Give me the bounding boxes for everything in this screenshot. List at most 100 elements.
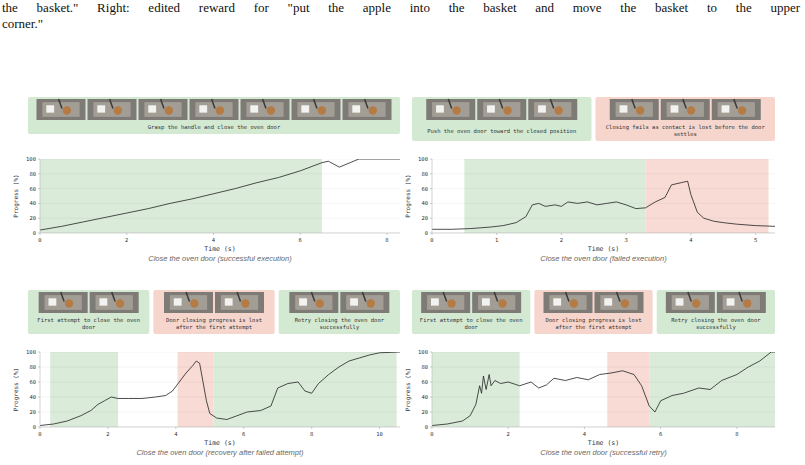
thumbnail-basket <box>687 106 695 114</box>
x-axis <box>432 427 775 428</box>
thumbnail <box>241 99 290 120</box>
y-tick-label: 80 <box>421 171 428 177</box>
x-tick-label: 1 <box>495 237 498 243</box>
y-tick-label: 100 <box>418 349 428 355</box>
grid-line <box>432 367 775 368</box>
y-tick <box>430 203 432 204</box>
thumbnail-bg <box>190 99 239 120</box>
thumbnail <box>90 292 139 313</box>
thumbnail-arm <box>688 292 691 301</box>
y-axis-title: Progress (%) <box>404 174 412 217</box>
y-tick <box>430 233 432 234</box>
stage-region <box>50 352 118 427</box>
x-tick <box>213 233 214 235</box>
x-axis-title: Time (s) <box>204 245 235 253</box>
thumbnail <box>88 99 137 120</box>
y-tick-label: 100 <box>26 349 36 355</box>
stage-label-line: First attempt to close the oven <box>37 317 140 324</box>
stage-box: First attempt to close the ovendoor <box>28 290 149 334</box>
y-tick <box>38 382 40 383</box>
x-axis <box>40 233 400 234</box>
progress-line <box>40 352 400 426</box>
y-tick <box>430 412 432 413</box>
x-tick <box>300 233 301 235</box>
x-tick-label: 0 <box>430 431 433 437</box>
grid-line <box>40 218 400 219</box>
thumbnail <box>37 99 86 120</box>
thumbnail-basket <box>692 299 700 307</box>
panel: Grasp the handle and close the oven door… <box>12 97 400 263</box>
thumbnail <box>289 292 338 313</box>
stage-box-bg <box>412 290 530 334</box>
y-tick-label: 100 <box>418 156 428 162</box>
y-tick <box>430 188 432 189</box>
thumbnail-basket <box>570 299 578 307</box>
stage-box-bg <box>28 290 149 334</box>
y-tick-label: 20 <box>29 409 36 415</box>
thumbnail-basket <box>318 106 326 114</box>
x-tick-label: 2 <box>106 431 109 437</box>
x-tick <box>508 427 509 429</box>
y-tick <box>38 159 40 160</box>
thumbnail-arm <box>632 99 635 108</box>
thumbnail-object <box>722 105 730 112</box>
x-tick-label: 0 <box>430 237 433 243</box>
x-tick <box>175 427 176 429</box>
x-tick-label: 10 <box>376 431 383 437</box>
y-axis <box>432 352 433 427</box>
thumbnail-bg <box>472 292 521 313</box>
x-tick <box>660 427 661 429</box>
x-tick <box>311 427 312 429</box>
stage-region <box>213 352 396 427</box>
thumbnail <box>544 292 593 313</box>
thumbnail <box>717 292 766 313</box>
thumbnail-bg <box>421 292 470 313</box>
thumbnail-arm <box>617 292 620 301</box>
y-tick-label: 40 <box>421 394 428 400</box>
y-axis <box>432 159 433 233</box>
thumbnail-basket <box>621 299 629 307</box>
thumbnail-arm <box>311 292 314 301</box>
thumbnail-bg <box>343 99 392 120</box>
thumbnail-basket <box>165 106 173 114</box>
thumbnail <box>472 292 521 313</box>
stage-label: Door closing progress is lostafter the f… <box>545 317 641 331</box>
thumbnail-bg <box>595 292 644 313</box>
y-tick-label: 0 <box>425 230 428 236</box>
thumbnail-bg <box>610 99 659 120</box>
y-tick-label: 100 <box>26 156 36 162</box>
y-tick <box>38 203 40 204</box>
stage-label-line: door <box>82 324 96 330</box>
thumbnail-arm <box>494 292 497 301</box>
caption-line: corner." <box>2 16 800 32</box>
thumbnail-object <box>225 298 233 305</box>
y-tick <box>430 367 432 368</box>
grid-line <box>40 159 400 160</box>
thumbnail-arm <box>263 99 266 108</box>
x-tick-label: 8 <box>310 431 313 437</box>
thumbnail-bg <box>90 292 139 313</box>
x-tick <box>243 427 244 429</box>
y-tick-label: 80 <box>29 364 36 370</box>
thumbnail-arm <box>61 292 64 301</box>
y-tick <box>430 352 432 353</box>
plot-area <box>432 159 775 233</box>
thumbnail-object <box>299 298 307 305</box>
grid-line <box>432 352 775 353</box>
thumbnail-arm <box>110 99 113 108</box>
thumbnail-basket <box>63 106 71 114</box>
y-tick-label: 0 <box>33 230 36 236</box>
y-axis <box>40 352 41 427</box>
grid-line <box>40 188 400 189</box>
y-tick-label: 60 <box>421 186 428 192</box>
thumbnail-object <box>97 105 105 112</box>
x-axis-title: Time (s) <box>588 439 619 447</box>
thumbnail-arm <box>365 99 368 108</box>
grid-line <box>40 397 400 398</box>
x-tick-label: 6 <box>242 431 245 437</box>
thumbnail-object <box>48 298 56 305</box>
thumbnail-object <box>671 105 679 112</box>
thumbnail-basket <box>65 299 73 307</box>
thumbnail-bg <box>477 99 526 120</box>
thumbnail-arm <box>362 292 365 301</box>
